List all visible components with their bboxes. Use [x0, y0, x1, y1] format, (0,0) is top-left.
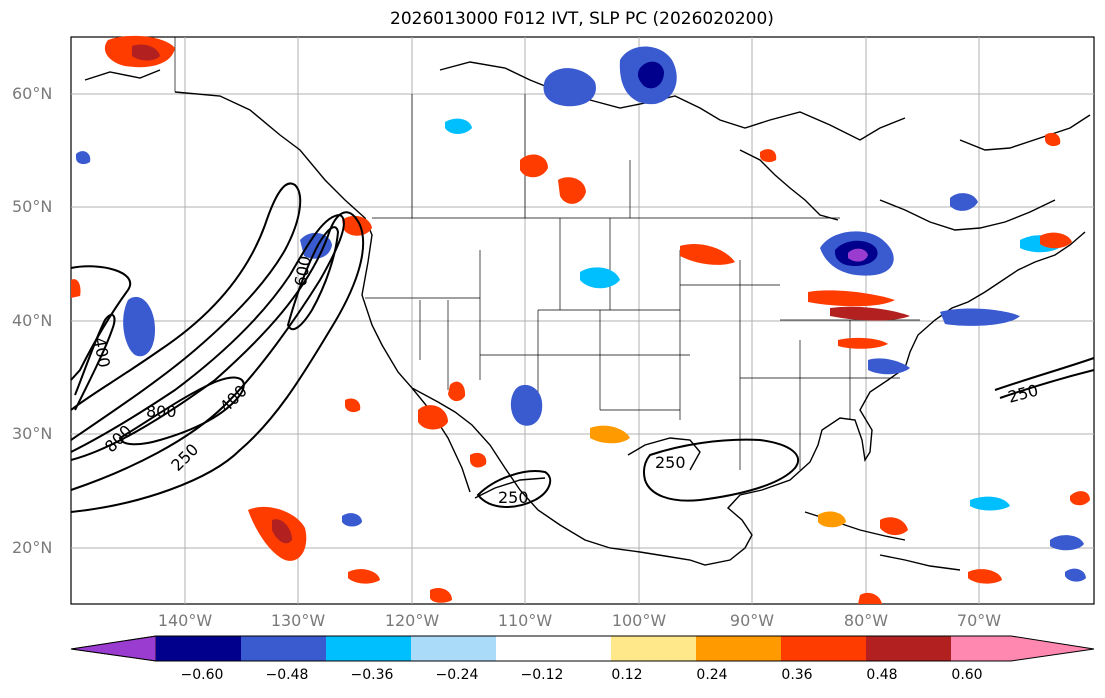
colorbar-segment [326, 636, 411, 661]
map-title: 2026013000 F012 IVT, SLP PC (2026020200) [390, 9, 774, 29]
colorbar [70, 635, 1095, 662]
contour-label: 250 [498, 488, 529, 507]
colorbar-segment [1011, 636, 1094, 661]
colorbar-tick-label: −0.36 [350, 667, 394, 683]
colorbar-segment [156, 636, 241, 661]
colorbar-tick-label: 0.36 [781, 667, 813, 683]
colorbar-segment [241, 636, 326, 661]
colorbar-tick-label: −0.48 [265, 667, 309, 683]
contour-label: 800 [146, 402, 177, 421]
longitude-label: 90°W [729, 611, 775, 630]
longitude-label: 110°W [497, 611, 553, 630]
colorbar-segment [70, 635, 157, 662]
colorbar-segment [951, 636, 1011, 661]
colorbar-segment [866, 636, 951, 661]
gridlines [71, 37, 1094, 604]
longitude-label: 130°W [270, 611, 326, 630]
map-panel: 600 400 800 800 400 250 250 250 250 [70, 35, 1095, 605]
coastlines [84, 61, 1091, 571]
colorbar-segment [781, 636, 866, 661]
longitude-label: 70°W [956, 611, 1002, 630]
longitude-label: 100°W [611, 611, 667, 630]
colorbar-tick-label: 0.24 [696, 667, 728, 683]
longitude-label: 120°W [384, 611, 440, 630]
longitude-label: 80°W [843, 611, 889, 630]
colorbar-segment [496, 636, 611, 661]
colorbar-tick-label: 0.12 [611, 667, 643, 683]
contour-label: 250 [655, 453, 686, 472]
latitude-label: 30°N [12, 424, 53, 443]
colorbar-tick-label: −0.12 [520, 667, 564, 683]
colorbar-tick-label: 0.48 [866, 667, 898, 683]
latitude-label: 50°N [12, 197, 53, 216]
latitude-label: 20°N [12, 538, 53, 557]
slp-contours [70, 182, 1095, 513]
latitude-label: 60°N [12, 84, 53, 103]
colorbar-segment [411, 636, 496, 661]
colorbar-tick-label: −0.24 [435, 667, 479, 683]
latitude-label: 40°N [12, 311, 53, 330]
colorbar-segment [696, 636, 781, 661]
colorbar-outline [70, 635, 1095, 662]
ivt-anomaly-shading [71, 35, 1090, 604]
colorbar-tick-label: 0.60 [951, 667, 983, 683]
longitude-label: 140°W [157, 611, 213, 630]
colorbar-tick-label: −0.60 [180, 667, 224, 683]
colorbar-segment [611, 636, 696, 661]
